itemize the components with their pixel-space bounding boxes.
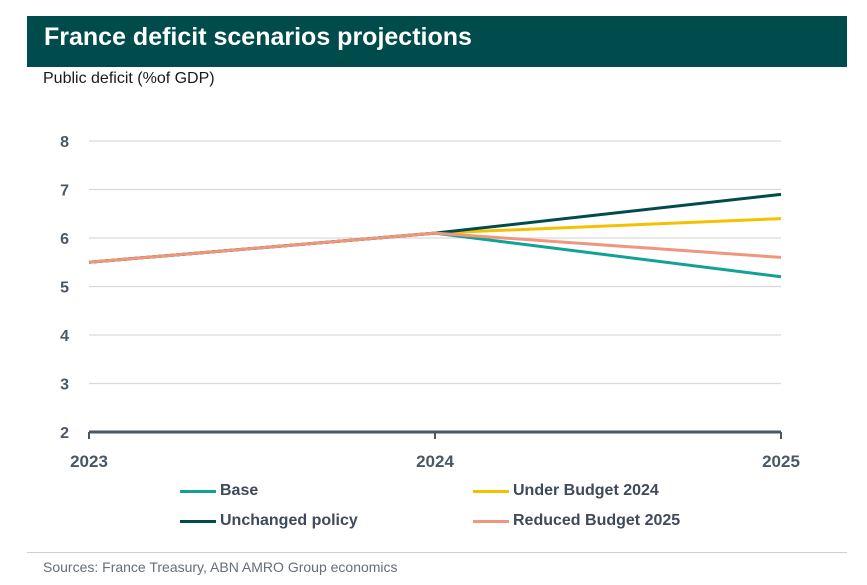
legend-swatch <box>473 489 509 493</box>
y-tick-label: 6 <box>60 231 69 248</box>
y-tick-label: 4 <box>60 328 69 345</box>
x-tick-labels: 2023 2024 2025 <box>70 452 800 471</box>
legend-label: Unchanged policy <box>220 512 358 529</box>
legend-swatch <box>180 519 216 523</box>
title-bar: France deficit scenarios projections <box>27 16 847 67</box>
legend-item-under-budget-2024: Under Budget 2024 <box>473 480 659 502</box>
legend-swatch <box>473 519 509 523</box>
x-tick-label: 2025 <box>762 452 800 471</box>
x-tick-label: 2024 <box>416 452 454 471</box>
series-lines <box>88 192 782 279</box>
source-note: Sources: France Treasury, ABN AMRO Group… <box>43 559 398 575</box>
y-tick-label: 3 <box>60 377 69 394</box>
x-axis <box>88 430 782 439</box>
y-tick-labels: 2 3 4 5 6 7 8 <box>60 134 69 442</box>
series-line-under-budget-2024 <box>88 217 782 264</box>
footer-divider <box>27 552 847 553</box>
legend-item-base: Base <box>180 480 258 502</box>
legend-swatch <box>180 489 216 493</box>
legend-label: Reduced Budget 2025 <box>513 512 681 529</box>
y-axis-label: Public deficit (%of GDP) <box>43 70 215 87</box>
y-tick-label: 7 <box>60 183 69 200</box>
legend-label: Under Budget 2024 <box>513 482 659 499</box>
legend-item-unchanged-policy: Unchanged policy <box>180 510 358 532</box>
legend-label: Base <box>220 482 259 499</box>
grid-lines <box>89 140 781 385</box>
legend-item-reduced-budget-2025: Reduced Budget 2025 <box>473 510 680 532</box>
y-tick-label: 5 <box>60 280 69 297</box>
y-tick-label: 8 <box>60 134 69 151</box>
series-line-reduced-budget-2025 <box>88 231 782 264</box>
y-tick-label: 2 <box>60 425 69 442</box>
x-tick-label: 2023 <box>70 452 108 471</box>
chart-title: France deficit scenarios projections <box>44 23 472 51</box>
